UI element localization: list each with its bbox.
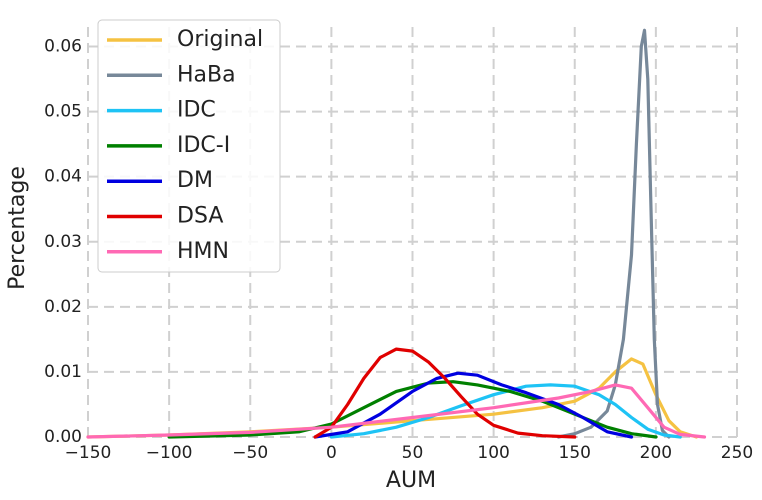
y-tick-label: 0.05 <box>44 102 82 122</box>
legend: Original HaBa IDC IDC-I DM DSA HMN <box>97 19 281 273</box>
legend-label: IDC <box>177 98 216 123</box>
y-tick-label: 0.01 <box>44 362 82 382</box>
x-tick-label: −50 <box>232 443 268 463</box>
x-tick-label: 50 <box>402 443 424 463</box>
x-tick-label: −100 <box>146 443 193 463</box>
y-tick-label: 0.04 <box>44 167 82 187</box>
x-tick-label: 200 <box>640 443 672 463</box>
y-tick-label: 0.06 <box>44 37 82 57</box>
series-line <box>556 28 671 439</box>
legend-label: IDC-I <box>177 133 230 158</box>
series-line <box>86 383 707 439</box>
legend-label: DM <box>177 168 213 193</box>
series-line <box>313 371 634 439</box>
legend-label: HaBa <box>177 62 236 87</box>
series-line <box>313 347 577 439</box>
legend-label: Original <box>177 27 263 52</box>
series-line <box>329 383 682 439</box>
legend-label: DSA <box>177 204 223 229</box>
x-tick-label: −150 <box>65 443 112 463</box>
y-axis-label: Percentage <box>5 166 30 290</box>
x-tick-label: 250 <box>721 443 753 463</box>
legend-label: HMN <box>177 239 229 264</box>
x-tick-label: 150 <box>559 443 591 463</box>
x-axis-label: AUM <box>386 468 436 493</box>
x-tick-label: 0 <box>326 443 337 463</box>
x-tick-label: 100 <box>477 443 509 463</box>
y-tick-label: 0.03 <box>44 232 82 252</box>
legend-box <box>97 19 281 273</box>
y-tick-label: 0.00 <box>44 427 82 447</box>
y-tick-label: 0.02 <box>44 297 82 317</box>
